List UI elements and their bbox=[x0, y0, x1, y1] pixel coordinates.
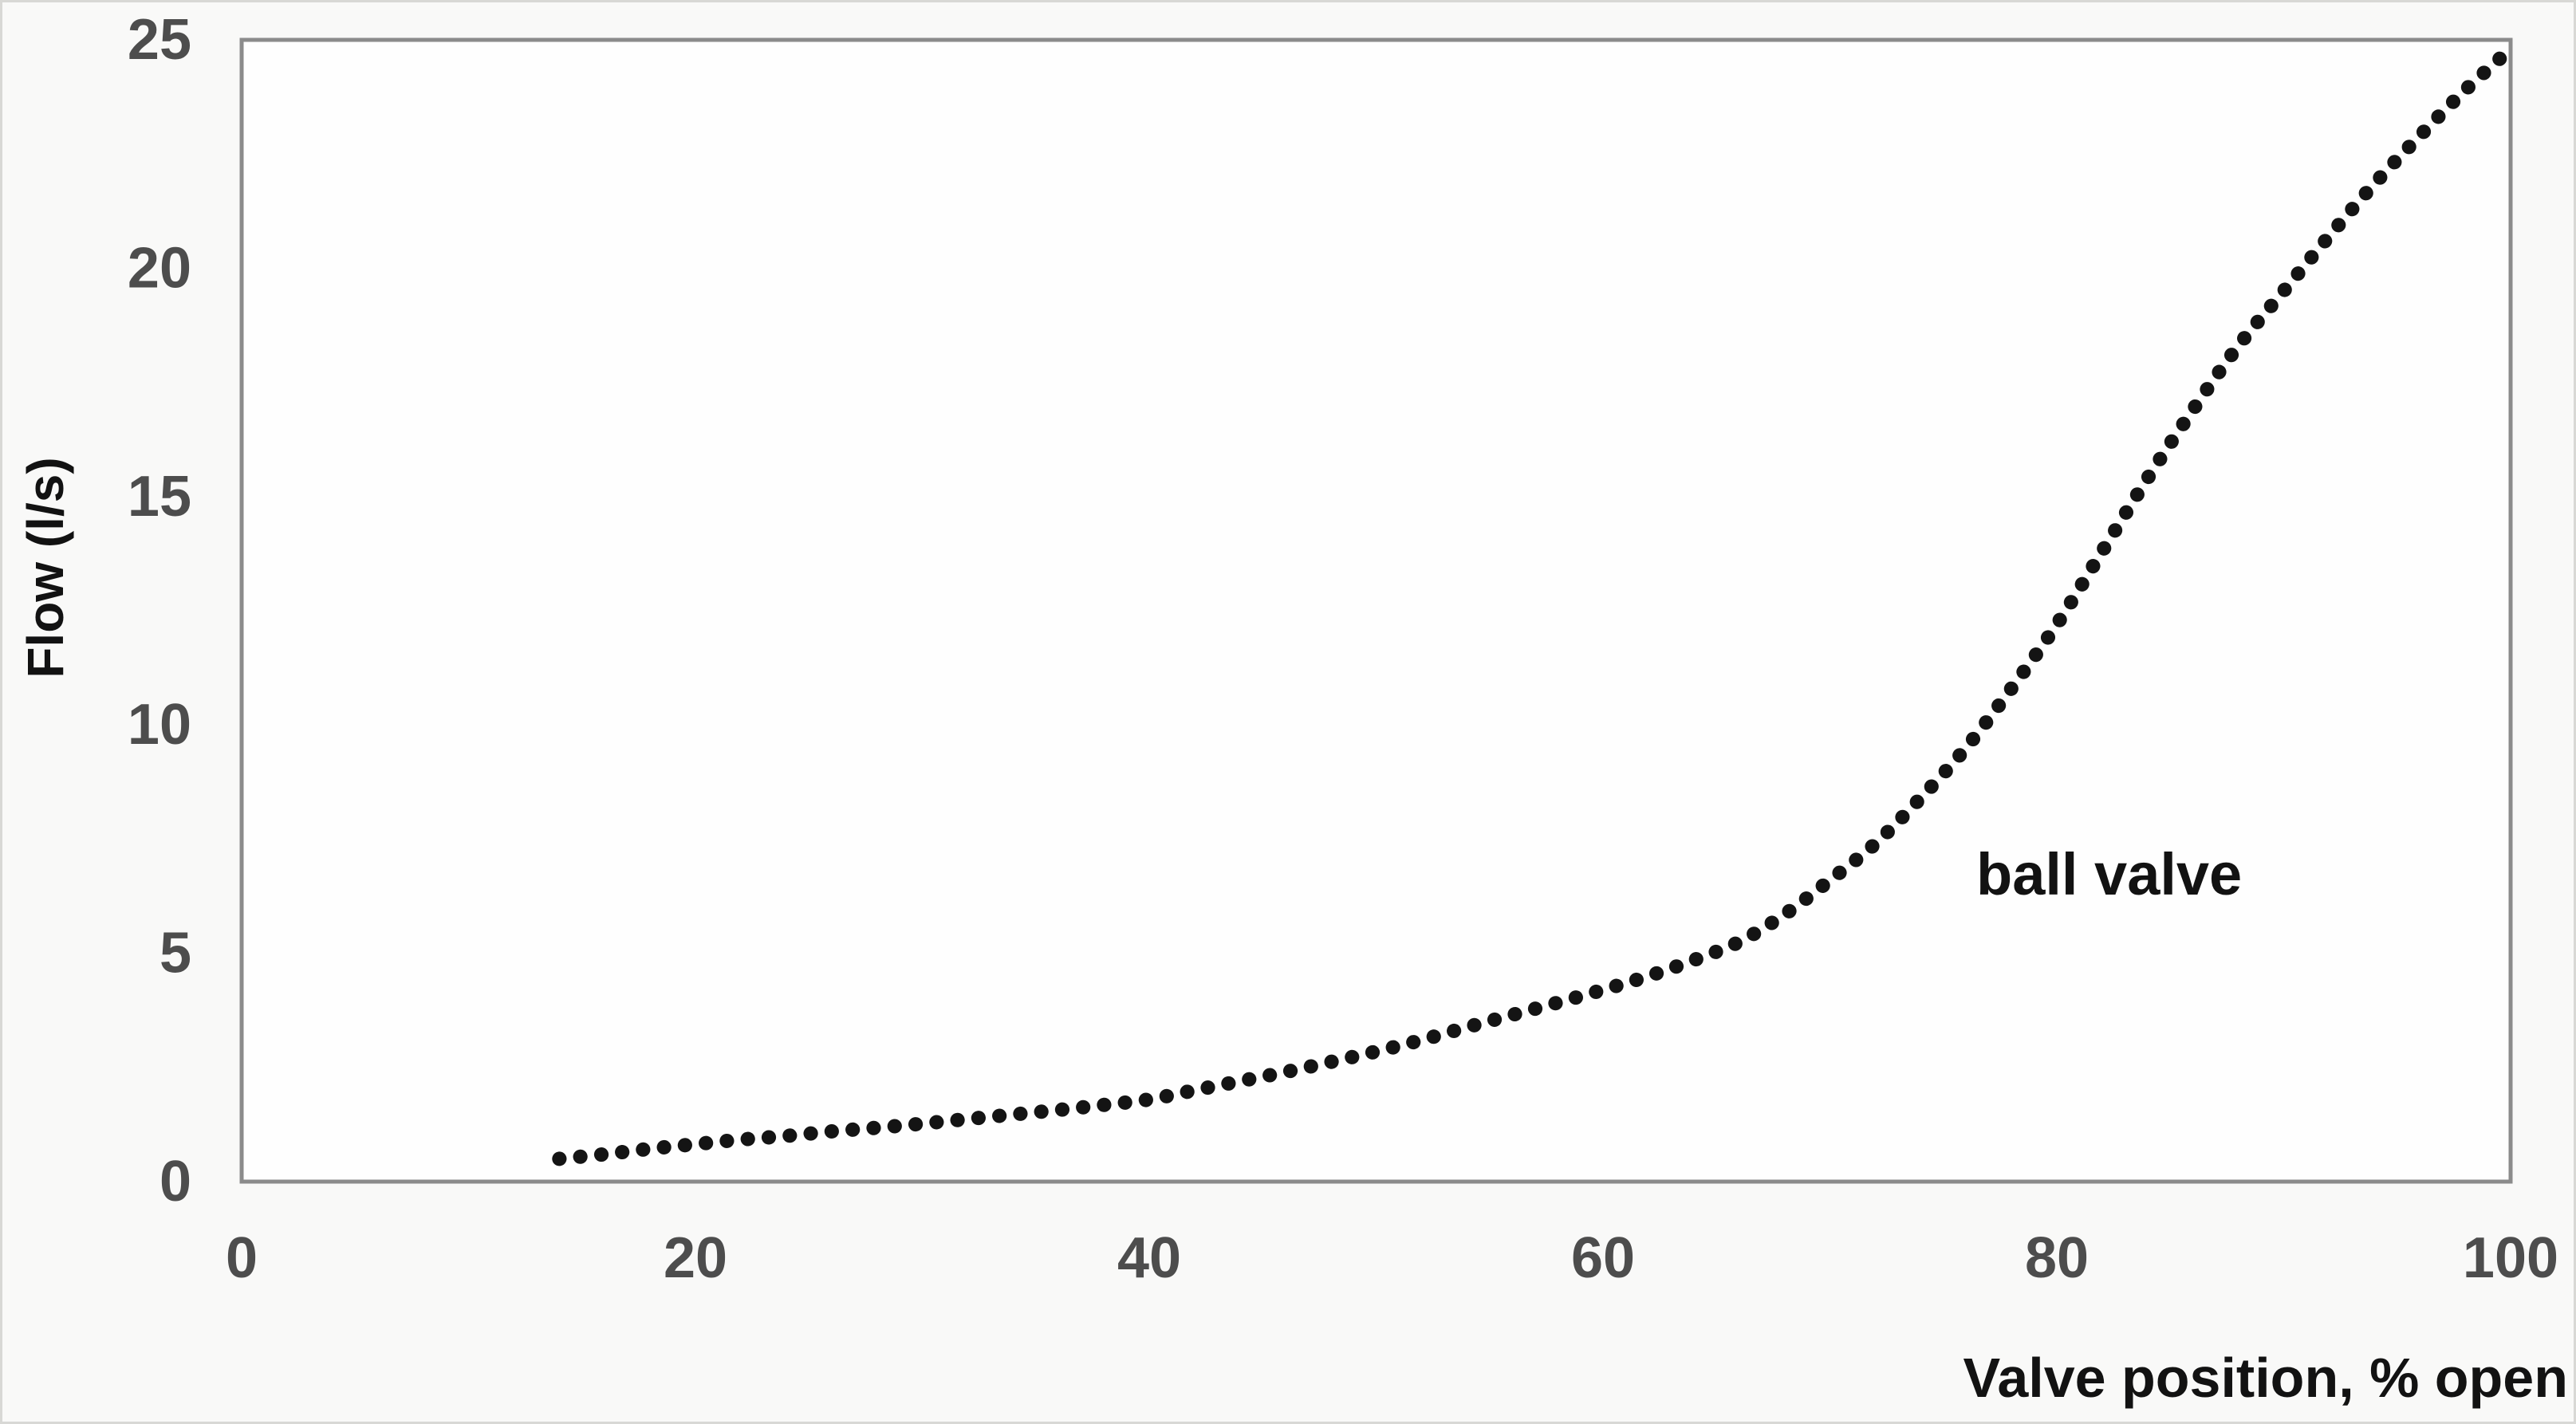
y-axis-tick-label: 25 bbox=[128, 8, 191, 72]
plot-area-border bbox=[239, 37, 2513, 1184]
y-axis-tick-label: 15 bbox=[128, 465, 191, 529]
y-axis-tick-label: 0 bbox=[160, 1150, 191, 1214]
x-axis-tick-label: 80 bbox=[2025, 1226, 2089, 1290]
y-axis-tick-labels: 0 5 10 15 20 25 bbox=[128, 8, 191, 1214]
y-axis-title: Flow (l/s) bbox=[17, 457, 74, 678]
series-annotation-label: ball valve bbox=[1976, 841, 2242, 907]
ball-valve-dotted-curve bbox=[552, 41, 2518, 1166]
x-axis-tick-label: 20 bbox=[664, 1226, 727, 1290]
x-axis-title: Valve position, % open bbox=[1964, 1347, 2568, 1409]
x-axis-tick-label: 40 bbox=[1117, 1226, 1181, 1290]
x-axis-tick-labels: 0 20 40 60 80 100 bbox=[226, 1226, 2558, 1290]
y-axis-tick-label: 20 bbox=[128, 236, 191, 300]
x-axis-tick-label: 0 bbox=[226, 1226, 258, 1290]
y-axis-tick-label: 5 bbox=[160, 922, 191, 985]
x-axis-tick-label: 60 bbox=[1571, 1226, 1635, 1290]
y-axis-tick-label: 10 bbox=[128, 693, 191, 757]
x-axis-tick-label: 100 bbox=[2463, 1226, 2558, 1290]
